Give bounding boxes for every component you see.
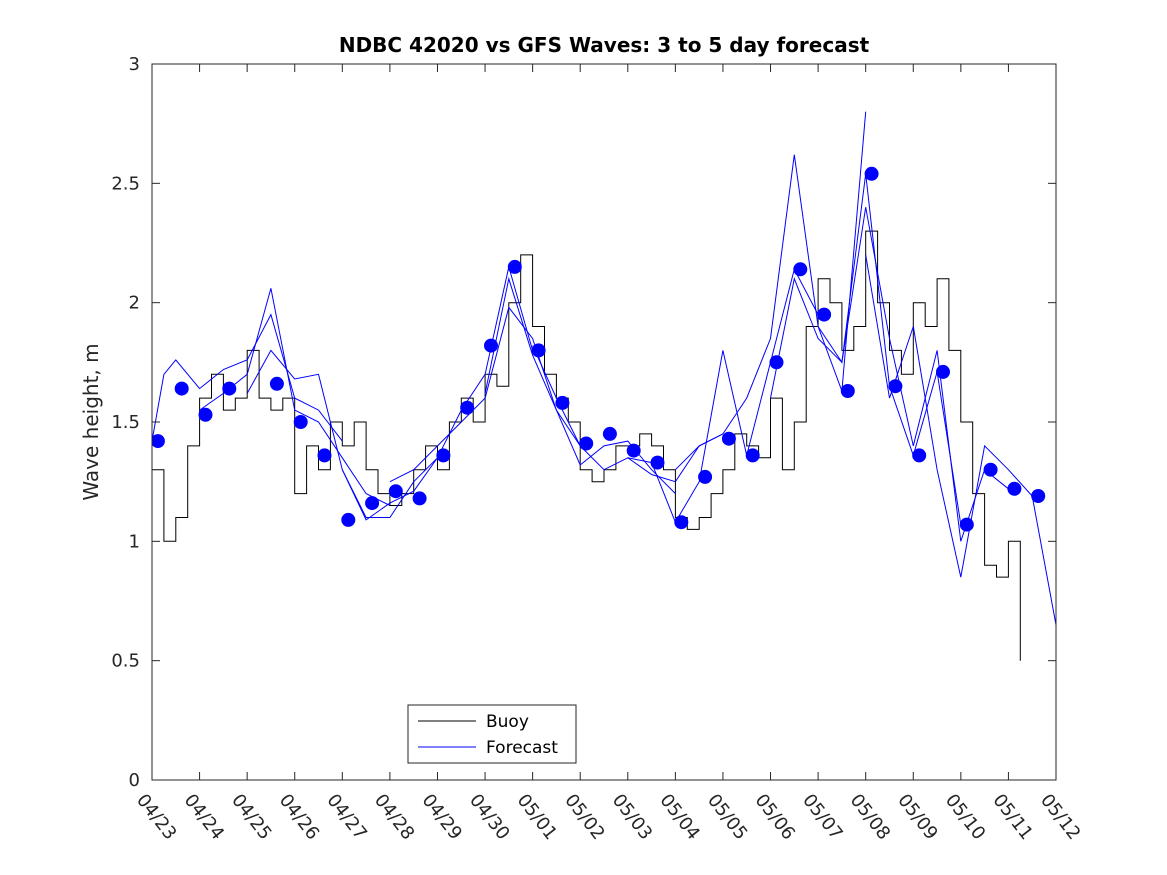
forecast-marker (293, 415, 308, 429)
y-tick-label: 0.5 (111, 651, 140, 672)
forecast-marker (650, 455, 665, 470)
forecast-marker (436, 448, 451, 463)
y-tick-label: 2.5 (111, 173, 140, 194)
forecast-marker (888, 379, 903, 394)
forecast-marker (840, 384, 855, 398)
forecast-marker (269, 376, 284, 391)
chart-title: NDBC 42020 vs GFS Waves: 3 to 5 day fore… (339, 33, 870, 57)
legend: Buoy Forecast (407, 704, 577, 764)
buoy-series-line (152, 230, 1021, 661)
forecast-marker (579, 436, 594, 451)
forecast-run-line (865, 254, 1056, 625)
forecast-marker (341, 512, 356, 527)
forecast-marker (507, 259, 522, 274)
forecast-marker (1007, 481, 1022, 496)
legend-box (407, 704, 577, 764)
forecast-marker (721, 431, 736, 446)
forecast-run-line (152, 313, 343, 442)
y-tick-label: 2 (129, 293, 140, 314)
forecast-run-line (817, 207, 1009, 542)
forecast-marker (983, 462, 998, 477)
forecast-marker (674, 515, 689, 530)
forecast-marker (484, 338, 498, 353)
y-tick-label: 1.5 (111, 412, 140, 433)
forecast-marker (698, 469, 713, 484)
forecast-run-line (675, 111, 867, 471)
forecast-marker (222, 381, 237, 396)
forecast-marker (793, 262, 808, 277)
forecast-marker (912, 448, 927, 463)
forecast-marker (864, 166, 879, 181)
forecast-marker (745, 448, 760, 463)
y-axis-label: Wave height, m (79, 343, 103, 500)
forecast-marker (817, 307, 832, 322)
forecast-marker (365, 496, 380, 511)
y-tick-label: 3 (129, 54, 140, 75)
forecast-marker (152, 434, 165, 449)
forecast-marker (388, 484, 403, 499)
forecast-marker (317, 448, 332, 463)
forecast-marker (531, 343, 546, 358)
forecast-marker (626, 443, 641, 458)
forecast-run-line (389, 306, 581, 483)
legend-buoy-label: Buoy (486, 712, 529, 732)
y-tick-label: 0 (129, 770, 140, 791)
forecast-run-line (484, 276, 676, 494)
forecast-marker (198, 407, 213, 422)
forecast-marker (1031, 489, 1046, 503)
legend-forecast-label: Forecast (486, 738, 558, 758)
forecast-marker (936, 364, 950, 379)
forecast-marker (959, 517, 974, 532)
forecast-marker (602, 426, 617, 441)
y-tick-label: 1 (129, 531, 140, 552)
forecast-marker (769, 355, 784, 370)
forecast-marker (174, 381, 189, 396)
forecast-marker (412, 491, 427, 506)
forecast-marker (555, 395, 570, 410)
forecast-run-line (627, 267, 819, 524)
forecast-marker (460, 400, 475, 415)
